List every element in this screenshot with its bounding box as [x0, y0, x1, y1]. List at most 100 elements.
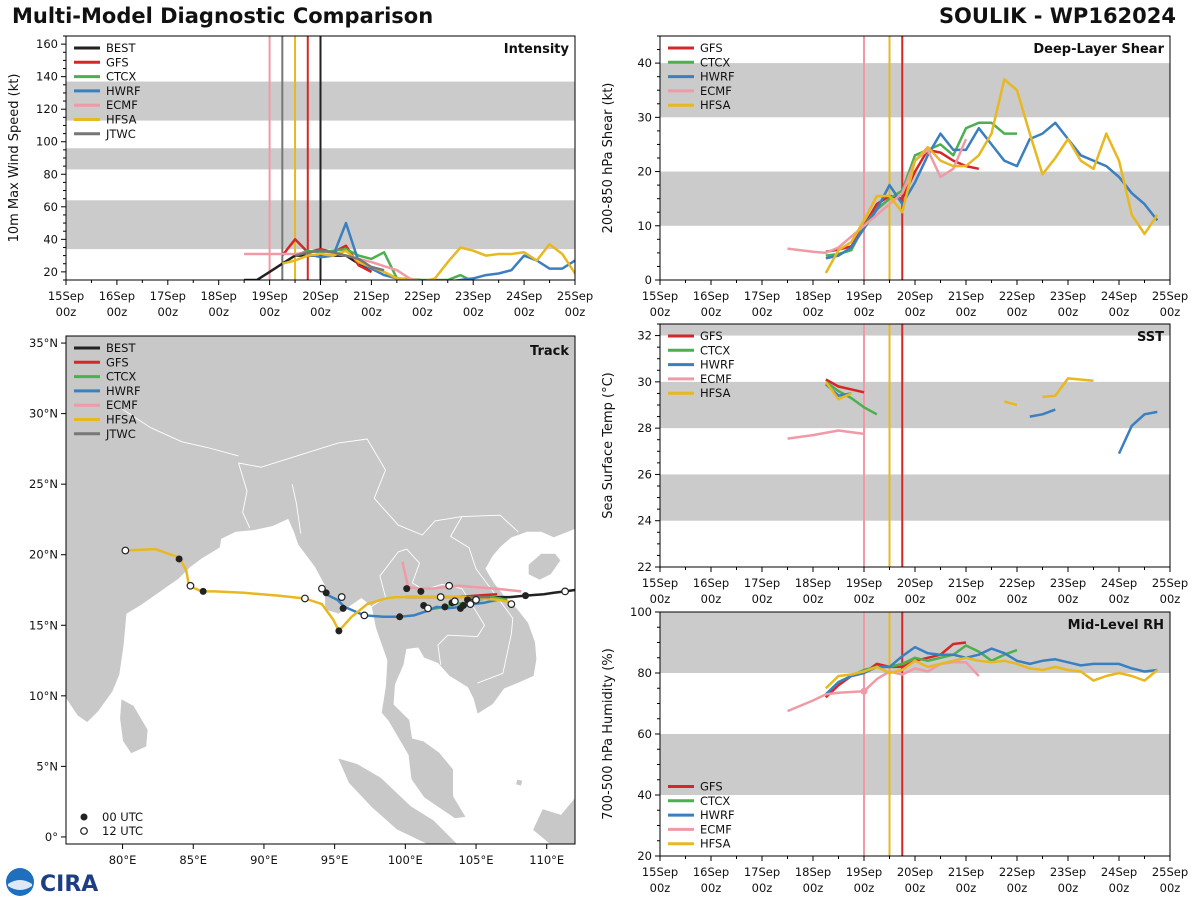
x-tick-label: 16Sep [693, 576, 729, 590]
x-tick-sublabel: 00z [1058, 305, 1079, 319]
legend-label-ctcx: CTCX [106, 70, 136, 84]
x-tick-label: 17Sep [744, 865, 780, 879]
x-tick-label: 15Sep [48, 289, 84, 303]
x-tick-label: 19Sep [251, 289, 287, 303]
marker-legend-12 [80, 827, 88, 835]
x-tick-label: 23Sep [455, 289, 491, 303]
legend-label-ecmf: ECMF [106, 398, 138, 412]
x-tick-sublabel: 00z [803, 881, 824, 895]
land-natuna [515, 778, 524, 787]
y-tick-label: 80 [637, 666, 652, 680]
x-tick-sublabel: 00z [463, 305, 484, 319]
cira-logo: CIRA [6, 868, 98, 897]
legend-label-best: BEST [106, 341, 136, 355]
x-tick-sublabel: 00z [1109, 881, 1130, 895]
panel-track: 80°E 85°E 90°E 95°E 100°E 105°E 110°E 0° 5°N 10°N… [29, 335, 576, 867]
y-tick-label: 40 [637, 788, 652, 802]
x-tick-label: 25Sep [1152, 576, 1188, 590]
x-tick-label: 23Sep [1050, 576, 1086, 590]
x-tick-label: 21Sep [948, 289, 984, 303]
band-1 [660, 381, 1170, 429]
x-tick-sublabel: 00z [854, 592, 875, 606]
marker-12utc [445, 581, 454, 590]
lon-tick-label: 95°E [321, 853, 349, 867]
band-1 [660, 612, 1170, 673]
x-tick-label: 24Sep [1101, 576, 1137, 590]
series-hfsa [824, 656, 1159, 690]
lon-tick-label: 100°E [388, 853, 423, 867]
y-tick-label: 80 [43, 167, 58, 181]
y-tick-label: 40 [43, 232, 58, 246]
marker-00utc [175, 555, 183, 563]
x-tick-label: 21Sep [353, 289, 389, 303]
panel-label: SST [1137, 330, 1164, 345]
band-1 [660, 63, 1170, 118]
legend-label-hwrf: HWRF [700, 70, 735, 84]
marker-00utc [199, 587, 207, 595]
legend-label-gfs: GFS [106, 355, 129, 369]
y-tick-label: 10 [637, 219, 652, 233]
x-tick-label: 16Sep [693, 289, 729, 303]
x-tick-sublabel: 00z [1109, 305, 1130, 319]
marker-12utc [360, 611, 369, 620]
series-hfsa-seg1 [1003, 400, 1018, 407]
x-tick-label: 18Sep [795, 576, 831, 590]
marker-12utc [472, 595, 480, 604]
y-tick-label: 24 [637, 514, 652, 528]
legend-label-ecmf: ECMF [106, 98, 138, 112]
y-tick-label: 120 [36, 102, 58, 116]
x-tick-sublabel: 00z [1109, 592, 1130, 606]
y-tick-label: 20 [637, 849, 652, 863]
x-tick-label: 15Sep [642, 289, 678, 303]
x-tick-label: 19Sep [846, 576, 882, 590]
legend-label-best: BEST [106, 41, 136, 55]
marker-12utc [301, 594, 309, 603]
x-tick-label: 23Sep [1050, 865, 1086, 879]
panel-intensity: 20 40 60 80 100 120 140 160 15Sep 00z 16Sep 00z 17Se… [7, 35, 593, 319]
y-tick-label: 28 [637, 421, 652, 435]
y-axis-label: 200-850 hPa Shear (kt) [601, 83, 616, 234]
legend-label-jtwc: JTWC [105, 127, 136, 141]
x-tick-label: 18Sep [795, 289, 831, 303]
y-axis-label: Sea Surface Temp (°C) [601, 372, 616, 519]
x-tick-label: 19Sep [846, 289, 882, 303]
x-tick-sublabel: 00z [412, 305, 433, 319]
boundary-nepal [122, 409, 239, 457]
lat-tick-label: 0° [45, 830, 58, 844]
x-tick-label: 25Sep [1152, 865, 1188, 879]
legend-label-gfs: GFS [700, 329, 723, 343]
marker-12utc [318, 584, 326, 593]
legend-label-hfsa: HFSA [700, 98, 731, 112]
x-tick-label: 22Sep [999, 289, 1035, 303]
marker-12utc [450, 597, 459, 606]
marker-12utc [436, 593, 445, 601]
x-tick-label: 20Sep [897, 576, 933, 590]
plot-area [660, 36, 1170, 280]
x-tick-sublabel: 00z [107, 305, 128, 319]
marker-legend-label-12: 12 UTC [102, 824, 143, 838]
x-tick-label: 24Sep [1101, 865, 1137, 879]
y-tick-label: 30 [637, 110, 652, 124]
series-hfsa [281, 242, 575, 280]
legend-label-gfs: GFS [700, 41, 723, 55]
legend-label-hfsa: HFSA [106, 413, 137, 427]
x-tick-sublabel: 00z [905, 305, 926, 319]
x-tick-sublabel: 00z [956, 592, 977, 606]
x-tick-sublabel: 00z [514, 305, 535, 319]
x-tick-sublabel: 00z [1058, 881, 1079, 895]
x-tick-label: 17Sep [744, 289, 780, 303]
marker-00utc [396, 613, 404, 621]
x-tick-sublabel: 00z [157, 305, 178, 319]
x-tick-sublabel: 00z [1007, 592, 1028, 606]
panel-sst: 22 24 26 28 30 32 15Sep 00z 16Sep 00z 17Sep 00z 18Se… [601, 323, 1188, 606]
x-tick-sublabel: 00z [752, 592, 773, 606]
boundary-bangladesh-w [238, 462, 251, 529]
panel-frame [65, 335, 576, 845]
legend-label-hfsa: HFSA [106, 113, 137, 127]
y-tick-label: 60 [43, 200, 58, 214]
